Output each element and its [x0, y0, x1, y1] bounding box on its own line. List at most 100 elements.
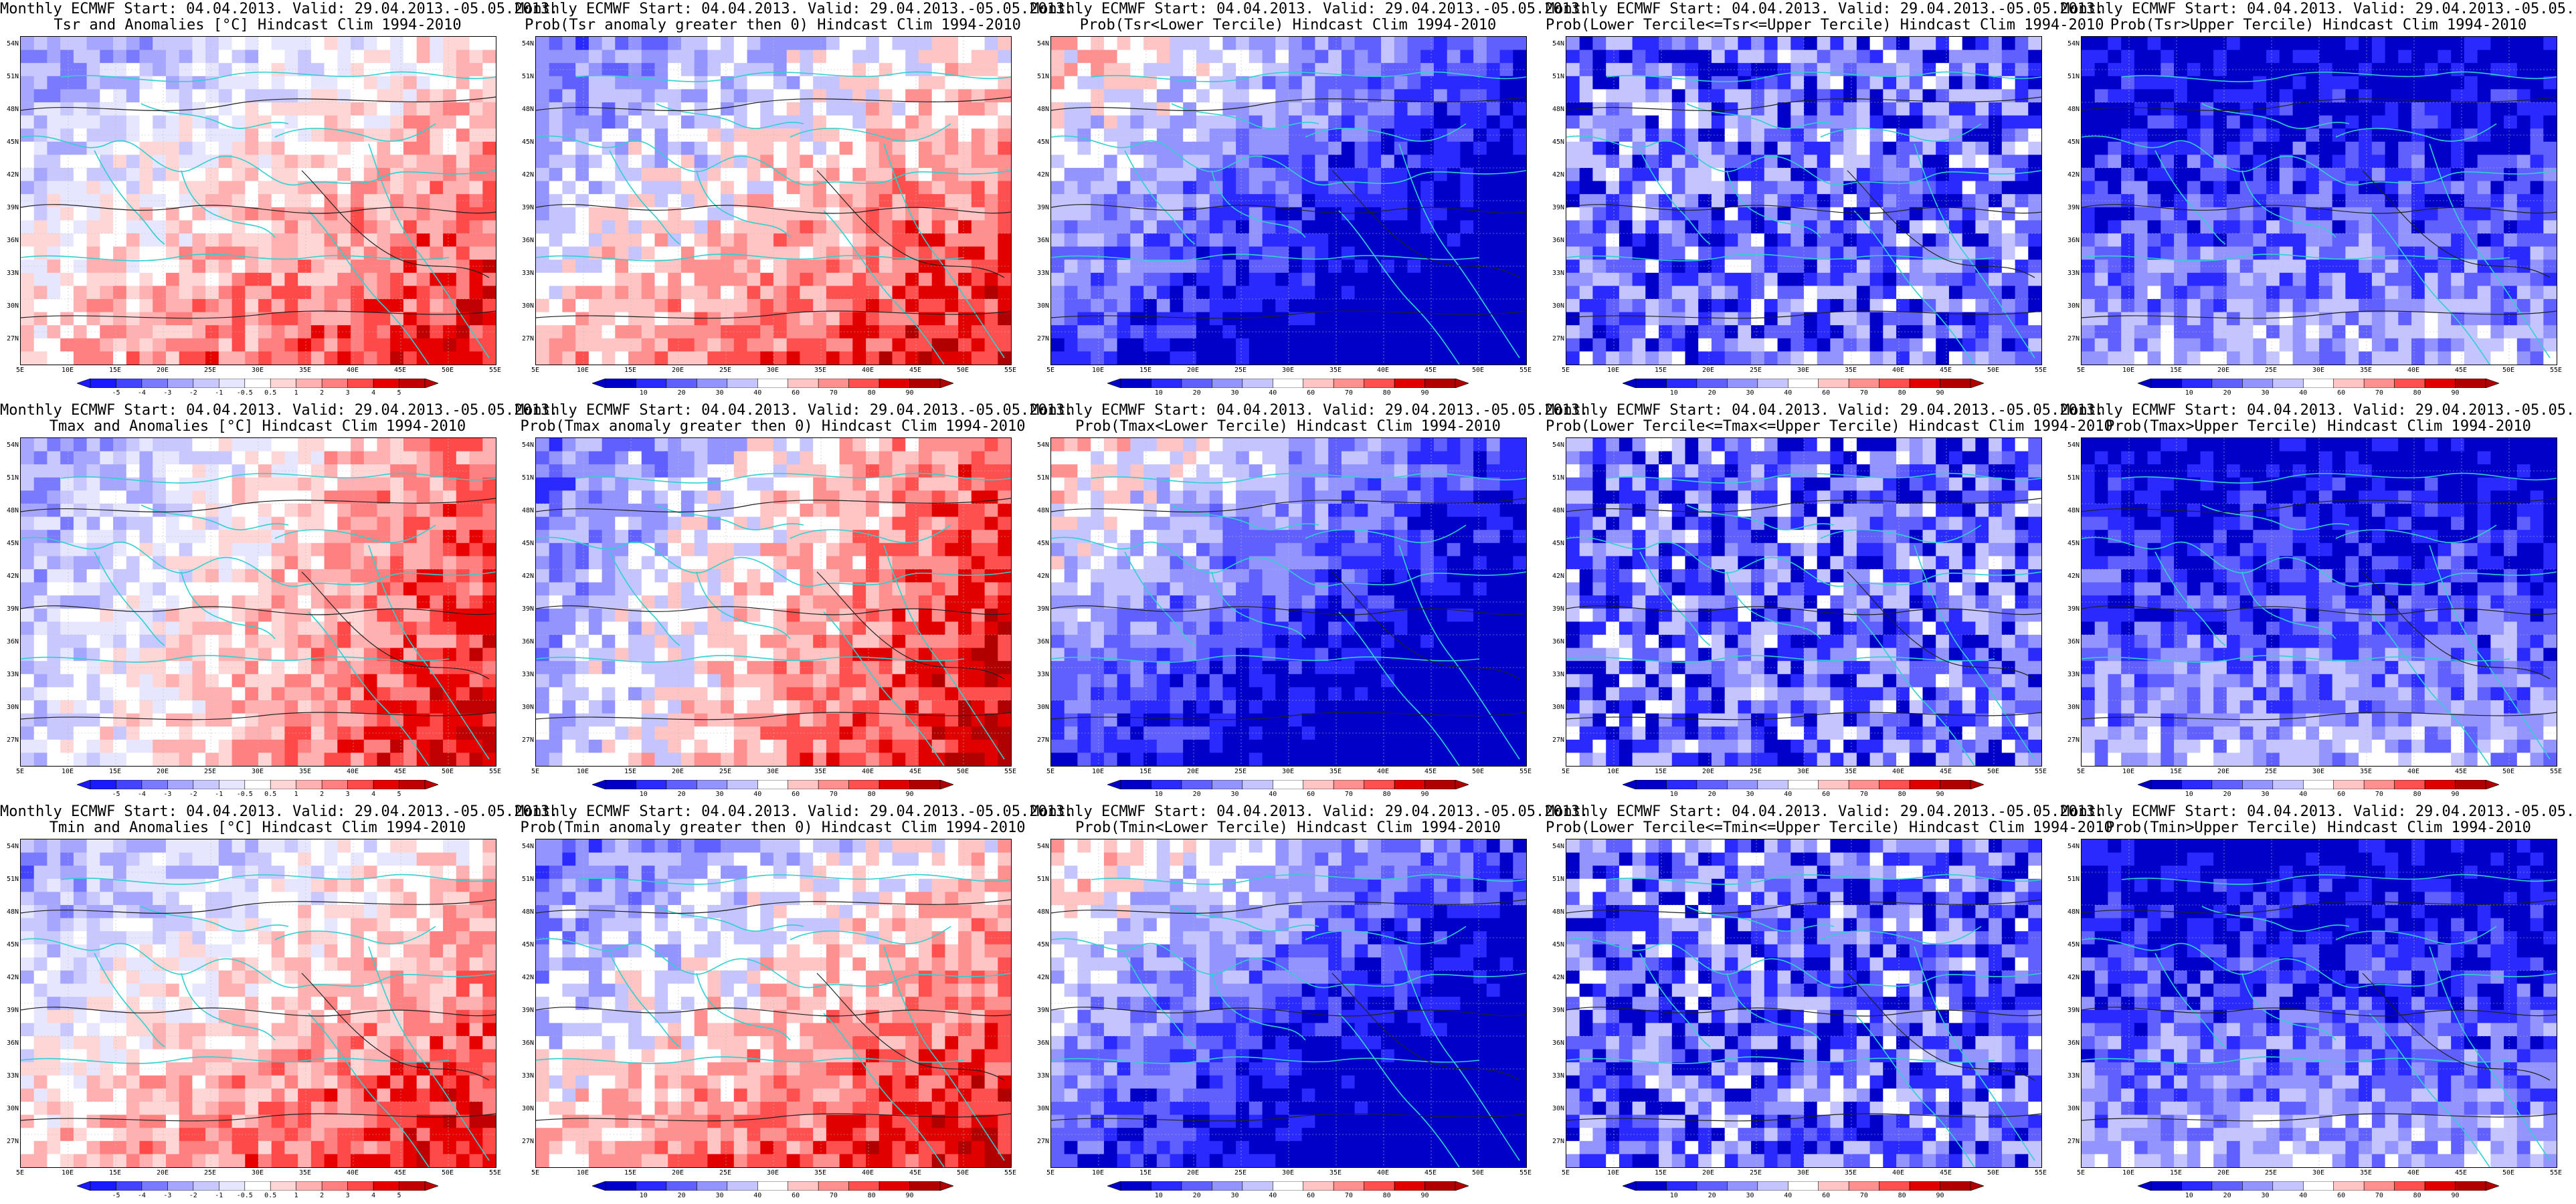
longitude-label: 35E — [1329, 768, 1342, 775]
panel-title-line2: Prob(Lower Tercile<=Tmin<=Upper Tercile)… — [1546, 819, 2113, 836]
panel-title-line2: Prob(Tmax>Upper Tercile) Hindcast Clim 1… — [2106, 418, 2531, 435]
longitude-label: 40E — [346, 367, 359, 374]
colorbar-tick-label: 1 — [294, 791, 298, 798]
longitude-label: 20E — [156, 1169, 169, 1177]
longitude-label: 10E — [61, 367, 74, 374]
longitude-label: 40E — [1892, 1169, 1905, 1177]
longitude-label: 25E — [203, 367, 217, 374]
latitude-label: 45N — [521, 138, 534, 146]
longitude-label: 30E — [2312, 1169, 2325, 1177]
map-panel: Monthly ECMWF Start: 04.04.2013. Valid: … — [2061, 401, 2576, 803]
longitude-label: 35E — [1844, 1169, 1857, 1177]
colorbar-tick-label: 90 — [1420, 389, 1429, 397]
panel-title-line1: Monthly ECMWF Start: 04.04.2013. Valid: … — [515, 402, 1074, 419]
colorbar-tick-label: 80 — [2413, 389, 2421, 397]
latitude-label: 39N — [6, 605, 19, 613]
longitude-label: 15E — [1654, 768, 1667, 775]
latitude-label: 27N — [1036, 736, 1049, 744]
longitude-label: 55E — [1519, 768, 1532, 775]
longitude-label: 35E — [298, 768, 312, 775]
longitude-label: 35E — [298, 1169, 312, 1177]
latitude-label: 42N — [1552, 573, 1564, 580]
latitude-label: 51N — [6, 474, 19, 482]
colorbar-tick-label: 3 — [345, 1192, 350, 1199]
longitude-label: 10E — [1606, 1169, 1620, 1177]
colorbar-tick-label: 10 — [639, 1192, 648, 1199]
latitude-label: 36N — [1552, 1039, 1564, 1047]
colorbar-tick-label: 70 — [1344, 389, 1353, 397]
colorbar-tick-label: 30 — [1746, 791, 1754, 798]
longitude-label: 40E — [1892, 367, 1905, 374]
latitude-label: 42N — [521, 573, 534, 580]
colorbar-tick-label: -4 — [137, 1192, 146, 1199]
colorbar-tick-label: 90 — [2451, 389, 2460, 397]
latitude-label: 54N — [1552, 843, 1564, 850]
latitude-label: 51N — [1036, 73, 1049, 80]
map-panel: Monthly ECMWF Start: 04.04.2013. Valid: … — [1546, 0, 2104, 401]
latitude-label: 45N — [2067, 941, 2080, 948]
longitude-label: 20E — [1186, 768, 1200, 775]
colorbar-tick-label: -3 — [163, 1192, 172, 1199]
longitude-label: 45E — [393, 367, 407, 374]
latitude-label: 33N — [6, 1072, 19, 1080]
colorbar-tick-label: 10 — [1669, 1192, 1678, 1199]
longitude-label: 50E — [2502, 1169, 2515, 1177]
panel-title-line1: Monthly ECMWF Start: 04.04.2013. Valid: … — [2061, 803, 2576, 820]
panel-title-line1: Monthly ECMWF Start: 04.04.2013. Valid: … — [1546, 803, 2104, 820]
panel-title-line2: Prob(Tmax<Lower Tercile) Hindcast Clim 1… — [1075, 418, 1501, 435]
longitude-label: 10E — [61, 768, 74, 775]
longitude-label: 35E — [1329, 367, 1342, 374]
longitude-label: 45E — [2454, 1169, 2468, 1177]
latitude-label: 48N — [1552, 908, 1564, 916]
latitude-label: 39N — [1552, 204, 1564, 211]
map-plot-area — [1050, 36, 1527, 365]
longitude-label: 25E — [719, 367, 732, 374]
longitude-label: 40E — [861, 367, 875, 374]
colorbar-tick-label: 80 — [1898, 791, 1906, 798]
longitude-label: 15E — [2169, 367, 2183, 374]
longitude-label: 20E — [156, 367, 169, 374]
panel-title-line1: Monthly ECMWF Start: 04.04.2013. Valid: … — [1546, 402, 2104, 419]
colorbar-tick-label: 30 — [2261, 1192, 2270, 1199]
longitude-label: 50E — [956, 768, 970, 775]
longitude-label: 40E — [2407, 1169, 2420, 1177]
panel-title-line1: Monthly ECMWF Start: 04.04.2013. Valid: … — [515, 803, 1074, 820]
latitude-label: 42N — [1552, 171, 1564, 179]
longitude-label: 45E — [1939, 1169, 1952, 1177]
longitude-label: 10E — [2122, 1169, 2135, 1177]
panel-title-line1: Monthly ECMWF Start: 04.04.2013. Valid: … — [1030, 402, 1589, 419]
colorbar — [1623, 379, 1984, 388]
longitude-label: 35E — [2359, 768, 2373, 775]
latitude-label: 42N — [1036, 171, 1049, 179]
longitude-label: 35E — [2359, 1169, 2373, 1177]
colorbar-tick-label: 1 — [294, 389, 298, 397]
latitude-label: 39N — [1036, 605, 1049, 613]
longitude-label: 10E — [2122, 768, 2135, 775]
map-panel: Monthly ECMWF Start: 04.04.2013. Valid: … — [1546, 401, 2113, 803]
longitude-label: 55E — [2034, 768, 2047, 775]
longitude-label: 20E — [671, 367, 684, 374]
panel-title-line1: Monthly ECMWF Start: 04.04.2013. Valid: … — [1546, 1, 2104, 17]
map-plot-area — [2081, 839, 2557, 1168]
latitude-label: 48N — [6, 106, 19, 113]
colorbar-tick-label: 10 — [2185, 1192, 2193, 1199]
longitude-label: 35E — [298, 367, 312, 374]
latitude-label: 39N — [1552, 1007, 1564, 1014]
colorbar — [1107, 780, 1469, 789]
latitude-label: 39N — [521, 1007, 534, 1014]
longitude-label: 20E — [2217, 1169, 2230, 1177]
latitude-label: 33N — [1036, 671, 1049, 678]
longitude-label: 30E — [2312, 367, 2325, 374]
colorbar-tick-label: 40 — [2299, 791, 2308, 798]
colorbar-tick-label: 5 — [397, 791, 401, 798]
colorbar-tick-label: 60 — [792, 389, 800, 397]
colorbar — [592, 1181, 953, 1191]
latitude-label: 54N — [521, 843, 534, 850]
map-plot-area — [1566, 839, 2042, 1168]
map-panel: Monthly ECMWF Start: 04.04.2013. Valid: … — [1030, 803, 1588, 1204]
colorbar-tick-label: 90 — [905, 389, 914, 397]
colorbar-tick-label: -5 — [112, 791, 120, 798]
longitude-label: 40E — [861, 1169, 875, 1177]
latitude-label: 54N — [1036, 441, 1049, 449]
longitude-label: 45E — [393, 1169, 407, 1177]
